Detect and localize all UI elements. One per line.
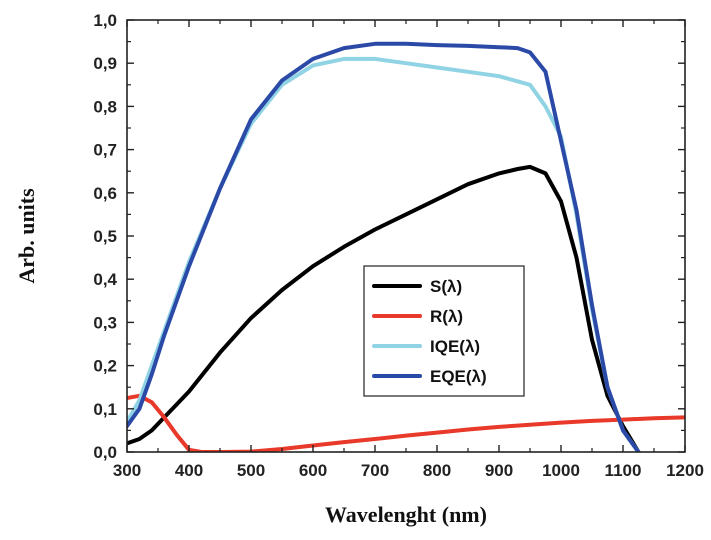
y-tick-label: 0,7 xyxy=(93,141,117,160)
y-tick-label: 0,6 xyxy=(93,184,117,203)
plot-area: 300 400 500 600 700 800 900 1000 1100 1200 0,0 0,1 0… xyxy=(93,11,704,480)
x-tick-label: 400 xyxy=(175,461,203,480)
x-tick-label: 300 xyxy=(113,461,141,480)
legend-label-s: S(λ) xyxy=(430,277,462,296)
y-tick-label: 0,5 xyxy=(93,227,117,246)
x-tick-label: 700 xyxy=(361,461,389,480)
x-tick-label: 900 xyxy=(485,461,513,480)
legend-label-eqe: EQE(λ) xyxy=(430,367,487,386)
y-tick-label: 0,8 xyxy=(93,97,117,116)
legend-label-iqe: IQE(λ) xyxy=(430,337,480,356)
x-tick-label: 600 xyxy=(299,461,327,480)
y-tick-label: 0,3 xyxy=(93,313,117,332)
x-tick-label: 1000 xyxy=(542,461,580,480)
x-tick-label: 1100 xyxy=(605,461,642,480)
x-axis-label: Wavelenght (nm) xyxy=(325,502,487,527)
y-axis-label: Arb. units xyxy=(14,188,39,284)
x-tick-label: 800 xyxy=(423,461,451,480)
y-tick-label: 0,4 xyxy=(93,270,117,289)
y-tick-label: 0,0 xyxy=(93,443,117,462)
series-line-r xyxy=(127,393,685,452)
legend-label-r: R(λ) xyxy=(430,307,463,326)
x-tick-label: 500 xyxy=(237,461,265,480)
series-group xyxy=(127,41,685,452)
series-line-s xyxy=(127,164,641,452)
y-tick-label: 1,0 xyxy=(93,11,117,30)
series-line-eqe xyxy=(127,41,641,452)
y-tick-label: 0,1 xyxy=(93,400,117,419)
y-tick-label: 0,2 xyxy=(93,357,117,376)
y-tick-label: 0,9 xyxy=(93,54,117,73)
x-tick-label: 1200 xyxy=(666,461,704,480)
legend: S(λ) R(λ) IQE(λ) EQE(λ) xyxy=(363,265,525,397)
